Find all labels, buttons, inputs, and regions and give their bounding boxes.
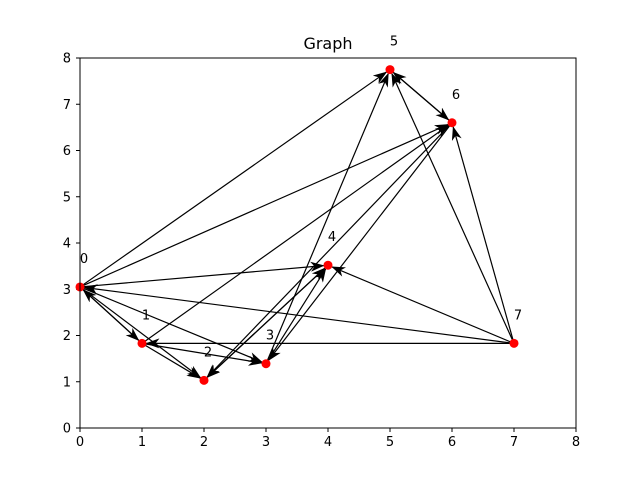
edge-6-5: [392, 71, 453, 124]
edge-0-3: [79, 286, 263, 363]
y-tick-label: 6: [63, 144, 71, 159]
edge-1-6: [141, 124, 450, 344]
y-tick-label: 3: [63, 283, 71, 298]
y-tick-label: 1: [63, 375, 71, 390]
edge-0-5: [79, 71, 388, 288]
x-tick-label: 8: [572, 435, 580, 450]
node-label-2: 2: [204, 345, 212, 360]
edge-0-2: [79, 286, 202, 379]
node-4: [323, 260, 333, 270]
node-5: [385, 65, 395, 75]
node-label-6: 6: [452, 88, 460, 103]
edge-7-0: [83, 284, 515, 344]
edge-0-6: [79, 124, 449, 288]
node-6: [447, 118, 457, 128]
plot-frame: [79, 57, 577, 429]
y-tick-label: 2: [63, 329, 71, 344]
chart-title: Graph: [303, 34, 352, 53]
node-label-3: 3: [266, 329, 274, 344]
edge-7-4: [331, 266, 515, 344]
node-3: [261, 359, 271, 369]
y-tick-label: 0: [63, 422, 71, 437]
edge-1-2: [141, 342, 201, 379]
edge-7-5: [391, 72, 515, 344]
y-tick-label: 4: [63, 237, 71, 252]
node-1: [137, 338, 147, 348]
y-tick-label: 7: [63, 98, 71, 113]
node-label-5: 5: [390, 35, 398, 50]
x-tick-label: 6: [448, 435, 456, 450]
node-label-0: 0: [80, 252, 88, 267]
edge-1-3: [141, 342, 263, 366]
edge-0-4: [79, 261, 325, 288]
x-tick-label: 1: [138, 435, 146, 450]
edge-7-6: [451, 126, 515, 344]
x-tick-label: 4: [324, 435, 332, 450]
x-tick-label: 5: [386, 435, 394, 450]
nodes: [75, 65, 519, 385]
x-tick-label: 3: [262, 435, 270, 450]
node-label-7: 7: [514, 308, 522, 323]
node-label-4: 4: [328, 230, 336, 245]
x-tick-label: 7: [510, 435, 518, 450]
edge-3-5: [265, 72, 389, 364]
y-tick-label: 5: [63, 190, 71, 205]
edge-6-2: [206, 122, 453, 378]
edge-1-0: [82, 289, 143, 344]
y-tick-label: 8: [63, 52, 71, 67]
node-7: [509, 338, 519, 348]
edges: [79, 69, 515, 381]
edge-6-3: [268, 122, 453, 361]
node-label-1: 1: [142, 308, 150, 323]
edge-4-2: [206, 264, 329, 378]
node-labels: 0 1 2 3 4 5 6 7: [80, 35, 522, 361]
axes: 0 1 2 3 4 5 6 7 8 0 1 2 3 4 5 6 7 8: [63, 52, 580, 451]
x-tick-label: 0: [76, 435, 84, 450]
x-tick-label: 2: [200, 435, 208, 450]
node-2: [199, 375, 209, 385]
